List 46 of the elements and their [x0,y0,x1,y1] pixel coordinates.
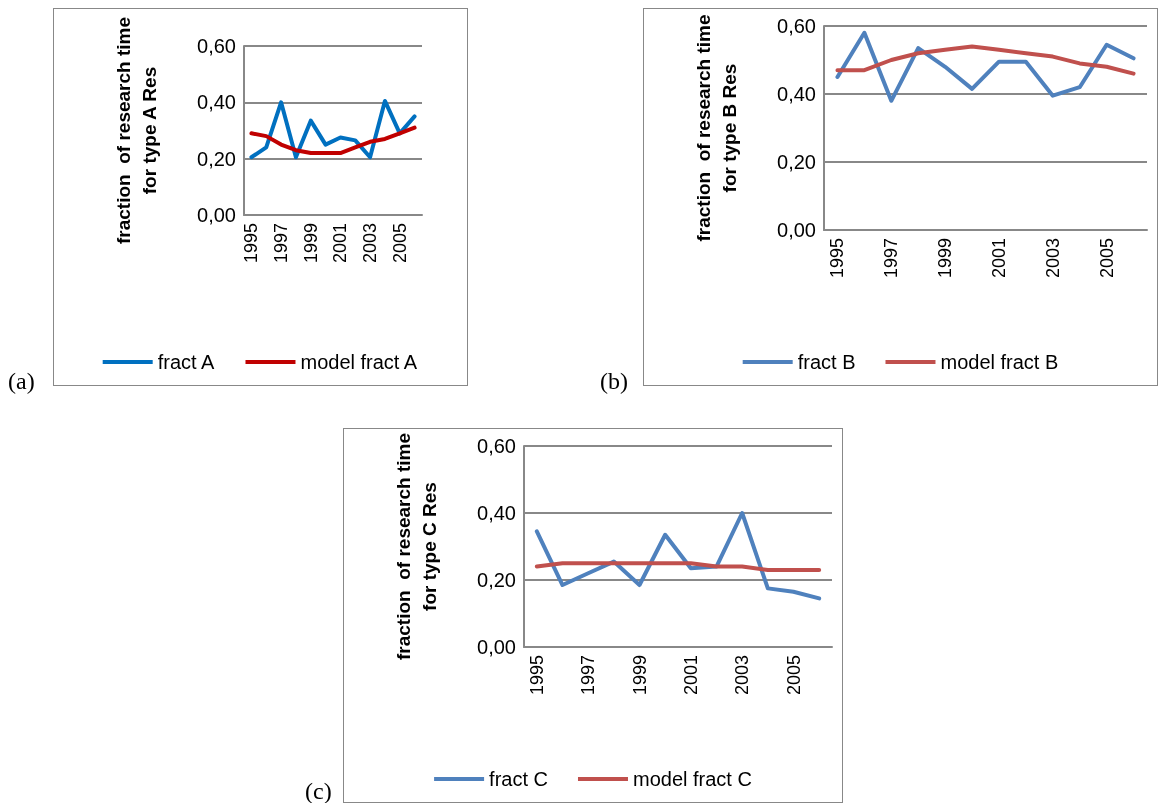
y-tick-label: 0,60 [777,15,816,37]
y-axis-title: fraction of research time for type C Res [392,432,440,661]
x-tick-label: 1997 [271,223,292,264]
x-tick-label: 1999 [300,223,321,264]
x-tick-label: 1997 [578,655,599,696]
x-tick-label: 2001 [680,655,701,696]
line-series [249,98,417,160]
line-series [835,30,1136,103]
y-tick-label: 0,40 [477,502,516,524]
y-tick-label: 0,40 [777,83,816,105]
y-tick-label: 0,00 [197,204,236,226]
y-axis-title: fraction of research time for type B Res [692,14,740,242]
legend-label: fract C [489,768,548,790]
text: (a) [8,368,35,395]
legend-label: model fract C [632,768,752,790]
y-tick-label: 0,00 [777,219,816,241]
x-tick-label: 2005 [1096,238,1117,279]
x-tick-label: 1995 [526,655,547,696]
line-series [534,511,822,601]
legend-label: model fract A [300,351,418,373]
line-series [249,125,417,156]
y-tick-label: 0,40 [197,91,236,114]
y-axis-title: fraction of research time for type A Res [112,16,160,245]
x-tick-label: 2003 [360,223,381,264]
y-tick-label: 0,60 [197,35,236,57]
y-tick-label: 0,60 [477,435,516,457]
x-tick-label: 2001 [330,223,351,264]
x-tick-label: 2005 [783,655,804,696]
x-tick-label: 2003 [732,655,753,696]
y-tick-label: 0,20 [477,569,516,591]
x-tick-label: 1999 [935,238,956,279]
x-tick-label: 2005 [389,223,410,264]
line-series [835,44,1136,76]
legend-label: fract A [157,351,216,373]
x-tick-label: 2003 [1042,238,1063,279]
y-tick-label: 0,20 [197,147,236,170]
x-tick-label: 1995 [827,238,848,279]
text: (b) [600,368,628,395]
y-tick-label: 0,20 [777,151,816,173]
x-tick-label: 1999 [629,655,650,696]
x-tick-label: 1997 [881,238,902,279]
legend-label: fract B [797,351,856,373]
y-tick-label: 0,00 [477,636,516,658]
x-tick-label: 2001 [988,238,1009,279]
x-tick-label: 1995 [241,223,262,264]
legend-label: model fract B [940,351,1059,373]
